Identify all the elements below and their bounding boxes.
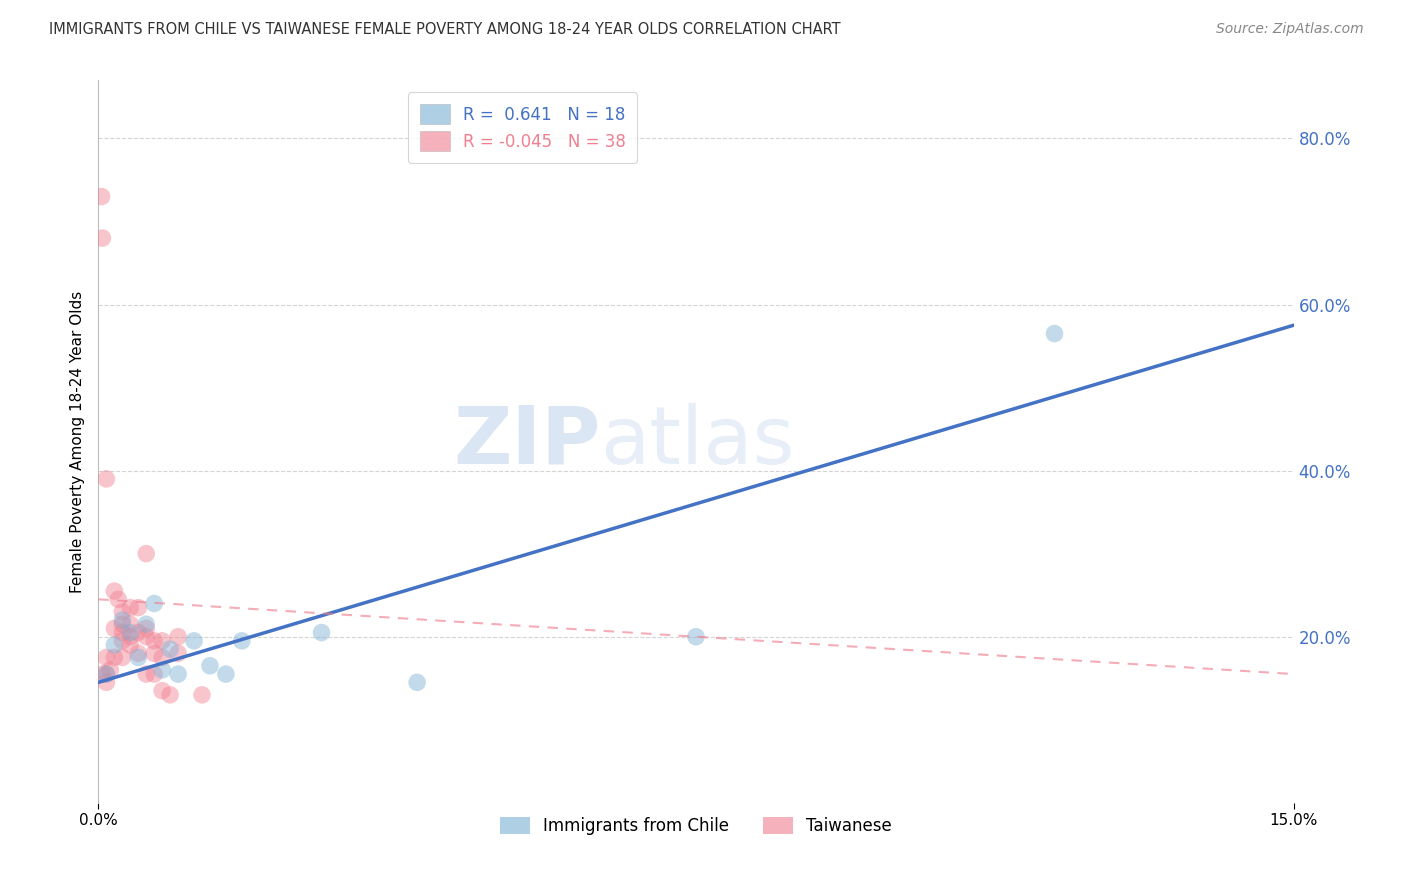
Point — [183, 633, 205, 648]
Point — [127, 650, 149, 665]
Text: Source: ZipAtlas.com: Source: ZipAtlas.com — [1216, 22, 1364, 37]
Point — [107, 592, 129, 607]
Text: IMMIGRANTS FROM CHILE VS TAIWANESE FEMALE POVERTY AMONG 18-24 YEAR OLDS CORRELAT: IMMIGRANTS FROM CHILE VS TAIWANESE FEMAL… — [49, 22, 841, 37]
Point — [135, 667, 157, 681]
Point — [90, 189, 112, 203]
Point — [127, 625, 149, 640]
Point — [111, 650, 134, 665]
Point — [103, 638, 125, 652]
Point — [191, 688, 214, 702]
Point — [120, 630, 142, 644]
Point — [135, 547, 157, 561]
Y-axis label: Female Poverty Among 18-24 Year Olds: Female Poverty Among 18-24 Year Olds — [69, 291, 84, 592]
Point — [96, 667, 118, 681]
Point — [159, 642, 181, 657]
Point — [98, 663, 122, 677]
Point — [111, 605, 134, 619]
Point — [150, 663, 173, 677]
Point — [406, 675, 429, 690]
Point — [96, 472, 118, 486]
Point — [150, 650, 173, 665]
Point — [231, 633, 253, 648]
Point — [150, 683, 173, 698]
Point — [120, 617, 142, 632]
Point — [91, 667, 114, 681]
Point — [167, 646, 190, 660]
Point — [159, 688, 181, 702]
Point — [215, 667, 238, 681]
Point — [127, 600, 149, 615]
Point — [143, 597, 166, 611]
Point — [1043, 326, 1066, 341]
Legend: Immigrants from Chile, Taiwanese: Immigrants from Chile, Taiwanese — [494, 810, 898, 841]
Point — [103, 621, 125, 635]
Point — [120, 625, 142, 640]
Point — [103, 584, 125, 599]
Point — [120, 600, 142, 615]
Point — [685, 630, 707, 644]
Point — [143, 667, 166, 681]
Point — [103, 650, 125, 665]
Point — [91, 231, 114, 245]
Point — [135, 621, 157, 635]
Point — [143, 646, 166, 660]
Text: atlas: atlas — [600, 402, 794, 481]
Point — [111, 625, 134, 640]
Point — [96, 675, 118, 690]
Point — [120, 638, 142, 652]
Point — [111, 633, 134, 648]
Point — [135, 630, 157, 644]
Point — [111, 617, 134, 632]
Point — [198, 658, 221, 673]
Point — [96, 650, 118, 665]
Point — [96, 667, 118, 681]
Point — [143, 633, 166, 648]
Point — [111, 613, 134, 627]
Point — [135, 617, 157, 632]
Point — [167, 630, 190, 644]
Text: ZIP: ZIP — [453, 402, 600, 481]
Point — [150, 633, 173, 648]
Point — [167, 667, 190, 681]
Point — [311, 625, 333, 640]
Point — [127, 646, 149, 660]
